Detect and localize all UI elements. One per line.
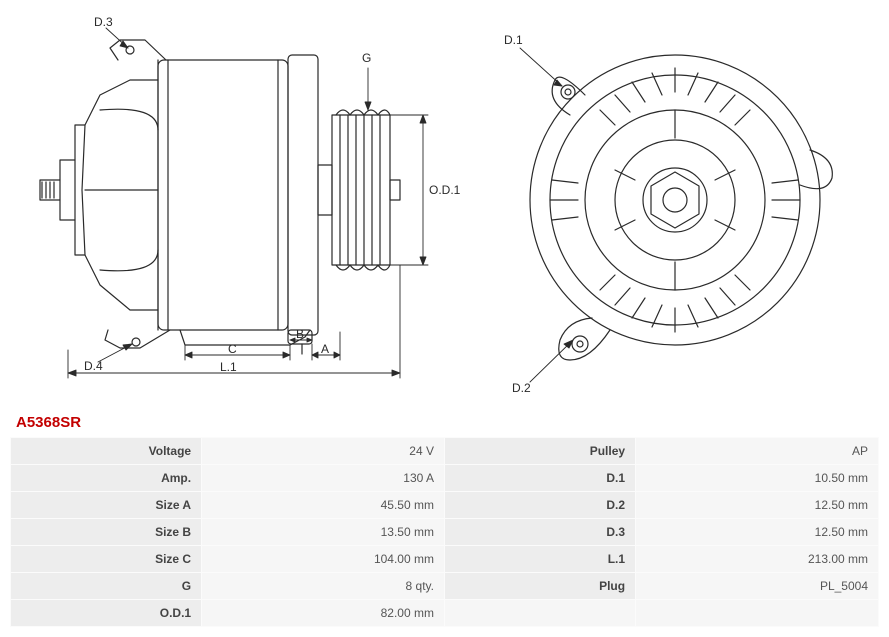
label-b: B — [296, 327, 304, 341]
label-d4: D.4 — [84, 359, 103, 373]
spec-row: Size C104.00 mmL.1213.00 mm — [11, 546, 878, 572]
spec-value: 104.00 mm — [202, 546, 444, 572]
left-dimensions — [68, 28, 428, 378]
spec-value: 82.00 mm — [202, 600, 444, 626]
spec-tbody: Voltage24 VPulleyAPAmp.130 AD.110.50 mmS… — [11, 438, 878, 626]
spec-param — [445, 600, 635, 626]
spec-param: Size A — [11, 492, 201, 518]
spec-param: D.2 — [445, 492, 635, 518]
pulley — [318, 110, 400, 270]
spec-param: Size B — [11, 519, 201, 545]
spec-value: 10.50 mm — [636, 465, 878, 491]
label-a: A — [321, 342, 329, 356]
spec-value: 213.00 mm — [636, 546, 878, 572]
label-c: C — [228, 342, 237, 356]
spec-value: 24 V — [202, 438, 444, 464]
spec-param: O.D.1 — [11, 600, 201, 626]
rear-view — [530, 55, 832, 360]
technical-drawing-svg: D.3 G O.D.1 D.4 C B A L.1 D.1 D.2 — [10, 10, 879, 400]
spec-param: Voltage — [11, 438, 201, 464]
spec-row: Size B13.50 mmD.312.50 mm — [11, 519, 878, 545]
spec-param: G — [11, 573, 201, 599]
spec-value: 12.50 mm — [636, 519, 878, 545]
label-d3: D.3 — [94, 15, 113, 29]
part-number-label: A5368SR — [10, 410, 879, 437]
spec-param: Size C — [11, 546, 201, 572]
spec-row: Amp.130 AD.110.50 mm — [11, 465, 878, 491]
label-d1: D.1 — [504, 33, 523, 47]
spec-row: O.D.182.00 mm — [11, 600, 878, 626]
spec-param: Pulley — [445, 438, 635, 464]
diagram-area: D.3 G O.D.1 D.4 C B A L.1 D.1 D.2 — [10, 10, 879, 400]
spec-param: Amp. — [11, 465, 201, 491]
label-od1: O.D.1 — [429, 183, 461, 197]
spec-row: G8 qty.PlugPL_5004 — [11, 573, 878, 599]
spec-value: PL_5004 — [636, 573, 878, 599]
spec-value: 12.50 mm — [636, 492, 878, 518]
spec-value: 13.50 mm — [202, 519, 444, 545]
spec-row: Voltage24 VPulleyAP — [11, 438, 878, 464]
spec-value: 8 qty. — [202, 573, 444, 599]
spec-param: L.1 — [445, 546, 635, 572]
label-d2: D.2 — [512, 381, 531, 395]
spec-value — [636, 600, 878, 626]
side-view — [40, 40, 400, 354]
spec-table: Voltage24 VPulleyAPAmp.130 AD.110.50 mmS… — [10, 437, 879, 627]
label-l1: L.1 — [220, 360, 237, 374]
spec-value: 130 A — [202, 465, 444, 491]
spec-value: AP — [636, 438, 878, 464]
spec-value: 45.50 mm — [202, 492, 444, 518]
spec-row: Size A45.50 mmD.212.50 mm — [11, 492, 878, 518]
label-g: G — [362, 51, 371, 65]
spec-param: D.3 — [445, 519, 635, 545]
spec-param: D.1 — [445, 465, 635, 491]
spec-param: Plug — [445, 573, 635, 599]
